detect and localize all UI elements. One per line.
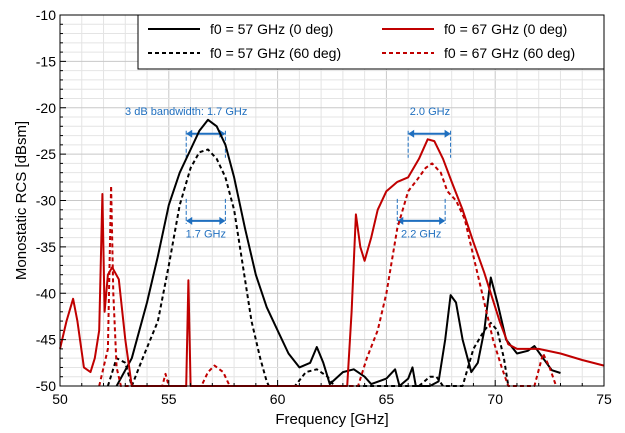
- legend-label: f0 = 57 GHz (60 deg): [210, 45, 341, 61]
- bandwidth-labels: 3 dB bandwidth: 1.7 GHz 1.7 GHz 2.0 GHz 2.2…: [125, 106, 450, 240]
- x-tick-label: 70: [487, 391, 503, 407]
- bandwidth-arrowhead-right: [439, 216, 446, 225]
- y-tick-label: -35: [36, 239, 56, 255]
- x-tick-label: 50: [52, 391, 68, 407]
- y-tick-label: -50: [36, 378, 56, 394]
- series-line-3: [59, 138, 605, 387]
- y-tick-label: -30: [36, 193, 56, 209]
- legend-box: [137, 14, 605, 70]
- bandwidth-label: 3 dB bandwidth: 1.7 GHz: [125, 106, 247, 118]
- bandwidth-arrowhead-right: [444, 129, 451, 138]
- x-tick-label: 75: [596, 391, 612, 407]
- x-tick-label: 65: [379, 391, 395, 407]
- y-axis-label: Monostatic RCS [dBsm]: [13, 121, 30, 280]
- bandwidth-arrowhead-left: [397, 216, 404, 225]
- legend[interactable]: f0 = 57 GHz (0 deg) f0 = 67 GHz (0 deg) f0…: [137, 14, 605, 70]
- bandwidth-label: 2.0 GHz: [410, 106, 450, 118]
- bandwidth-arrowhead-right: [219, 216, 226, 225]
- bandwidth-markers: [185, 129, 452, 225]
- y-tick-label: -25: [36, 146, 56, 162]
- bandwidth-arrowhead-left: [408, 129, 415, 138]
- grid: [59, 14, 605, 387]
- x-tick-label: 60: [270, 391, 286, 407]
- bandwidth-label: 1.7 GHz: [186, 229, 226, 241]
- y-tick-label: -15: [36, 53, 56, 69]
- y-tick-label: -20: [36, 100, 56, 116]
- bandwidth-arrowhead-left: [186, 129, 193, 138]
- bandwidth-label: 2.2 GHz: [401, 229, 441, 241]
- x-tick-label: 55: [161, 391, 177, 407]
- series-line-2: [106, 148, 510, 387]
- legend-label: f0 = 57 GHz (0 deg): [210, 21, 333, 37]
- y-tick-label: -40: [36, 285, 56, 301]
- legend-label: f0 = 67 GHz (60 deg): [444, 45, 575, 61]
- x-axis-label: Frequency [GHz]: [275, 411, 388, 428]
- series-line-1: [115, 118, 561, 387]
- bandwidth-arrowhead-left: [186, 216, 193, 225]
- y-tick-label: -45: [36, 332, 56, 348]
- axis-ticks: 50 55 60 65 70 75 -50 -45 -40 -35 -30 -25 -20 -15 -10: [36, 7, 612, 407]
- y-tick-label: -10: [36, 7, 56, 23]
- series-lines: [59, 118, 605, 387]
- legend-label: f0 = 67 GHz (0 deg): [444, 21, 567, 37]
